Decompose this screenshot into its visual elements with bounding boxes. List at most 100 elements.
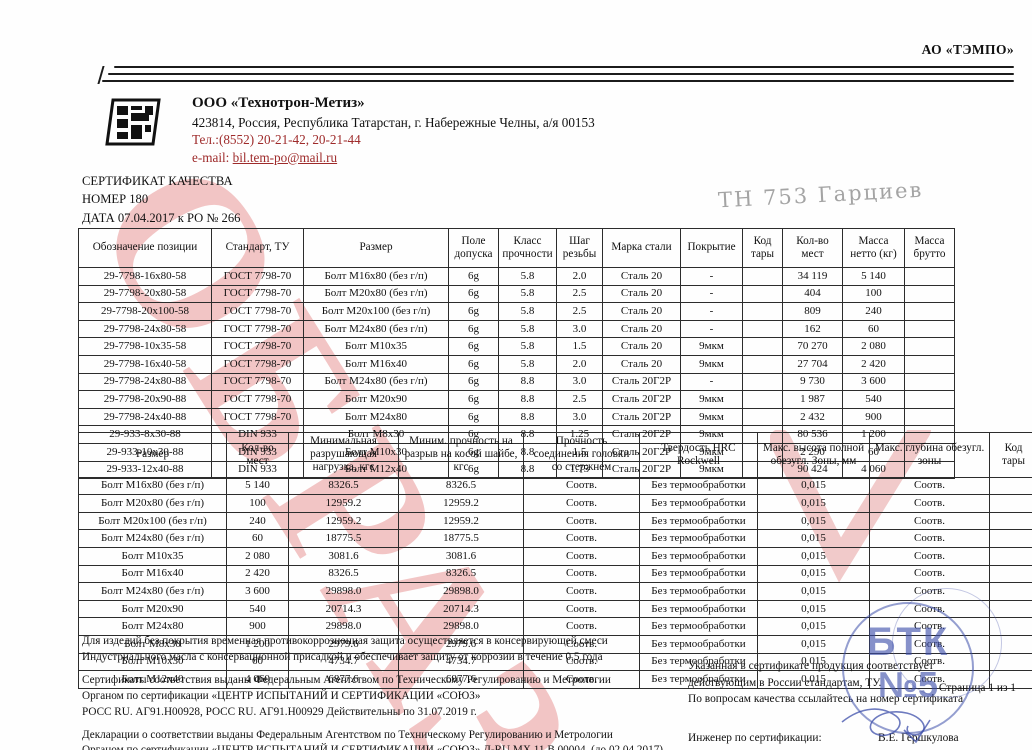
spec-cell-5: 3.0 [556, 319, 603, 339]
footer-notes: Для изделий без покрытия временная проти… [82, 634, 682, 750]
table-row: 29-7798-16x80-58 ГОСТ 7798-70 Болт М16x80 … [78, 267, 955, 286]
mech-cell-1: 5 140 [226, 476, 289, 496]
mech-cell-7: Соотв. [869, 529, 990, 549]
mech-header-0: Размер [78, 432, 227, 478]
spec-cell-2: Болт М20x90 [303, 390, 449, 409]
mech-cell-5: Без термообработки [639, 670, 758, 689]
mech-cell-0: Болт М20x90 [78, 599, 227, 619]
company-name: ООО «Технотрон-Метиз» [192, 95, 365, 111]
mech-cell-3: 6877.6 [398, 670, 524, 689]
spec-cell-1: ГОСТ 7798-70 [211, 284, 304, 304]
mech-cell-5: Без термообработки [639, 511, 758, 531]
mech-cell-3: 29898.0 [398, 617, 524, 636]
spec-cell-8 [742, 407, 783, 427]
note-declarations-2: Органом по сертификации «ЦЕНТР ИСПЫТАНИЙ… [82, 743, 682, 750]
spec-cell-9: 162 [782, 319, 843, 339]
spec-cell-10: 540 [842, 390, 905, 409]
spec-cell-5: 2.5 [556, 302, 603, 321]
company-email-line: e-mail: bil.tem-po@mail.ru [192, 149, 595, 166]
spec-cell-9: 9 730 [782, 372, 843, 392]
spec-cell-9: 70 270 [782, 337, 843, 356]
spec-cell-5: 3.0 [556, 407, 603, 427]
company-address: 423814, Россия, Республика Татарстан, г.… [192, 114, 595, 130]
spec-cell-11 [904, 407, 955, 427]
spec-header-3: Поле допуска [448, 228, 499, 268]
mech-cell-5: Без термообработки [639, 617, 758, 636]
spec-cell-6: Сталь 20 [602, 319, 681, 339]
spec-cell-8 [742, 284, 783, 304]
spec-cell-1: ГОСТ 7798-70 [211, 390, 304, 409]
spec-header-5: Шаг резьбы [556, 228, 603, 268]
spec-cell-5: 1.5 [556, 337, 603, 356]
spec-cell-4: 8.8 [498, 390, 557, 409]
mech-cell-1: 2 420 [226, 564, 289, 584]
mech-cell-3: 12959.2 [398, 494, 524, 513]
spec-cell-6: Сталь 20 [602, 267, 681, 286]
mech-cell-8 [989, 599, 1032, 619]
mech-cell-5: Без термообработки [639, 529, 758, 549]
mech-cell-4: Соотв. [523, 582, 640, 601]
spec-cell-11 [904, 372, 955, 392]
spec-cell-3: 6g [448, 319, 499, 339]
spec-cell-6: Сталь 20 [602, 284, 681, 304]
mech-cell-4: Соотв. [523, 617, 640, 636]
spec-cell-4: 8.8 [498, 372, 557, 392]
note-preservation-1: Для изделий без покрытия временная проти… [82, 635, 608, 647]
spec-cell-9: 2 432 [782, 407, 843, 427]
signature-row: Инженер по сертификации: В.Е. Гершкулова [688, 730, 1024, 750]
spec-cell-6: Сталь 20Г2Р [602, 372, 681, 392]
spec-header-1: Стандарт, ТУ [211, 228, 304, 268]
spec-header-0: Обозначение позиции [78, 228, 212, 268]
spec-cell-6: Сталь 20 [602, 354, 681, 374]
mech-cell-6: 0,015 [757, 564, 870, 584]
table-row: 29-7798-10x35-58 ГОСТ 7798-70 Болт М10x35 6… [78, 337, 955, 356]
spec-cell-1: ГОСТ 7798-70 [211, 407, 304, 427]
spec-cell-0: 29-7798-16x40-58 [78, 354, 212, 374]
mech-cell-5: Без термообработки [639, 476, 758, 496]
spec-cell-8 [742, 267, 783, 286]
mech-cell-8 [989, 476, 1032, 496]
spec-cell-1: ГОСТ 7798-70 [211, 337, 304, 356]
spec-cell-1: ГОСТ 7798-70 [211, 354, 304, 374]
mech-cell-3: 8326.5 [398, 476, 524, 496]
mech-cell-2: 29898.0 [288, 617, 399, 636]
mech-cell-3: 4734.7 [398, 652, 524, 672]
mech-cell-1: 60 [226, 529, 289, 549]
spec-cell-8 [742, 372, 783, 392]
mech-cell-8 [989, 494, 1032, 513]
handwritten-note: ТН 753 Гарциев [717, 177, 924, 213]
spec-cell-0: 29-7798-10x35-58 [78, 337, 212, 356]
spec-cell-8 [742, 337, 783, 356]
table-row: Болт М12x40 4 060 6877.6 6877.6 Соотв. Без те… [78, 670, 1032, 689]
mech-cell-6: 0,015 [757, 476, 870, 496]
spec-cell-2: Болт М20x100 (без г/п) [303, 302, 449, 321]
header-rule-decoration [97, 66, 1014, 88]
mech-cell-3: 8326.5 [398, 564, 524, 584]
mech-cell-8 [989, 529, 1032, 549]
note-certificates-2: Органом по сертификации «ЦЕНТР ИСПЫТАНИЙ… [82, 689, 481, 702]
email-link[interactable]: bil.tem-po@mail.ru [232, 149, 338, 165]
spec-cell-8 [742, 319, 783, 339]
spec-cell-10: 240 [842, 302, 905, 321]
spec-cell-8 [742, 302, 783, 321]
mech-cell-0: Болт М16x40 [78, 564, 227, 584]
table-row: Болт М20x80 (без г/п) 100 12959.2 12959.2 Со… [78, 494, 1032, 513]
company-phone: Тел.:(8552) 20-21-42, 20-21-44 [192, 132, 361, 148]
spec-cell-6: Сталь 20Г2Р [602, 407, 681, 427]
spec-cell-10: 2 080 [842, 337, 905, 356]
spec-cell-5: 2.0 [556, 354, 603, 374]
table-row: Болт М16x40 2 420 8326.5 8326.5 Соотв. Без те… [78, 564, 1032, 584]
mech-cell-5: Без термообработки [639, 547, 758, 566]
spec-cell-10: 60 [842, 319, 905, 339]
spec-cell-10: 3 600 [842, 372, 905, 392]
mech-cell-0: Болт М16x80 (без г/п) [78, 476, 227, 496]
certificate-meta: СЕРТИФИКАТ КАЧЕСТВА НОМЕР 180 ДАТА 07.04… [82, 172, 240, 227]
mech-cell-1: 3 600 [226, 582, 289, 601]
mech-cell-6: 0,015 [757, 582, 870, 601]
spec-cell-0: 29-7798-24x80-88 [78, 372, 212, 392]
spec-cell-2: Болт М24x80 (без г/п) [303, 372, 449, 392]
mech-cell-0: Болт М10x35 [78, 547, 227, 566]
spec-cell-8 [742, 354, 783, 374]
mech-cell-3: 29898.0 [398, 582, 524, 601]
spec-cell-6: Сталь 20 [602, 337, 681, 356]
